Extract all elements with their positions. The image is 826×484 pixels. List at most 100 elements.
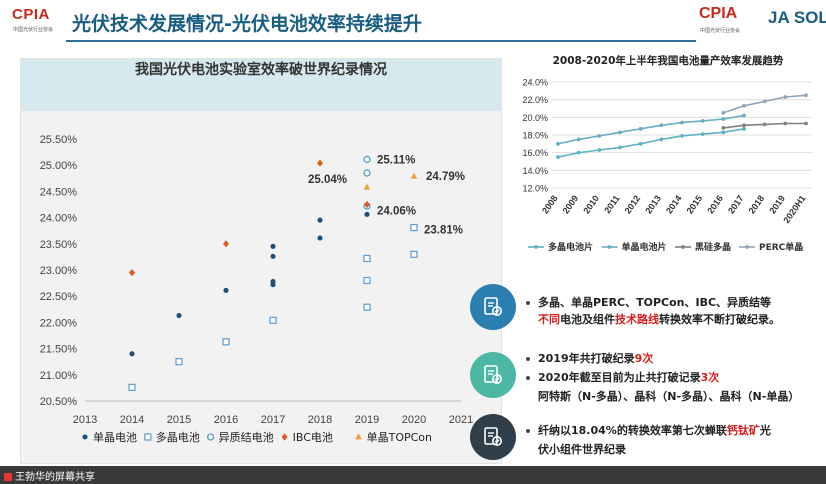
key-points: 多晶、单晶PERC、TOPCon、IBC、异质结等 不同电池及组件技术路线转换效率… — [470, 282, 826, 472]
series-point — [659, 137, 664, 142]
data-point — [363, 276, 371, 285]
bullet-icon-3 — [470, 414, 516, 460]
y-tick-label: 25.50% — [40, 134, 78, 146]
document-check-icon — [484, 297, 502, 316]
legend-label: 异质结电池 — [219, 431, 274, 444]
screen-share-text: 王勃华的屏幕共享 — [15, 472, 95, 483]
x-tick-label: 2014 — [120, 414, 144, 426]
page-title: 光伏技术发展情况-光伏电池效率持续提升 — [72, 13, 422, 35]
bullet-icon-2 — [470, 352, 516, 398]
x-tick-label: 2010 — [581, 193, 601, 215]
y-tick-label: 16.0% — [522, 148, 548, 158]
y-tick-label: 21.00% — [40, 370, 78, 382]
data-point — [128, 383, 136, 391]
highlight-text: 9次 — [634, 352, 654, 365]
y-tick-label: 12.0% — [522, 184, 548, 194]
series-point — [804, 121, 808, 126]
bullet-text: 电池及组件 — [560, 313, 615, 326]
data-annotation: 24.79% — [426, 171, 465, 183]
y-tick-label: 18.0% — [522, 131, 548, 141]
x-tick-label: 2016 — [214, 414, 238, 426]
data-point — [222, 338, 230, 346]
y-tick-label: 22.50% — [40, 291, 78, 303]
left-title-band — [21, 59, 501, 111]
series-point — [742, 123, 746, 128]
data-point — [176, 313, 182, 319]
y-tick-label: 23.50% — [40, 239, 78, 251]
data-annotation: 25.11% — [377, 154, 415, 166]
highlight-text: 3次 — [700, 371, 720, 384]
line-chart-title: 2008-2020年上半年我国电池量产效率发展趋势 — [553, 54, 784, 67]
x-tick-label: 2018 — [747, 193, 767, 215]
series-point — [742, 126, 746, 131]
bullet-text: 光 — [759, 424, 771, 437]
legend-marker — [144, 433, 152, 441]
series-point — [680, 133, 684, 138]
bullet-line: 伏小组件世界纪录 — [538, 441, 626, 458]
series-line — [557, 114, 745, 145]
left-chart-title: 我国光伏电池实验室效率破世界纪录情况 — [135, 62, 387, 78]
x-tick-label: 2016 — [705, 193, 725, 215]
bullet-text: 转换效率不断打破纪录。 — [659, 313, 780, 326]
lab-efficiency-scatter-chart: 20.50% 21.00% 21.50% 22.00% 22.50% 23.00% 23.5… — [40, 134, 474, 444]
x-tick-label: 2015 — [685, 193, 705, 215]
x-tick-label: 2019 — [355, 414, 379, 426]
legend-label: 单晶TOPCon — [367, 431, 432, 444]
document-check-icon — [484, 365, 502, 384]
series-point — [618, 130, 622, 135]
series-point — [576, 137, 581, 142]
data-point — [363, 169, 371, 177]
data-point — [270, 243, 276, 249]
screen-share-label[interactable]: 王勃华的屏幕共享 — [4, 468, 95, 483]
series-point — [680, 120, 684, 125]
x-tick-label: 2017 — [261, 414, 285, 426]
x-tick-label: 2017 — [726, 193, 746, 215]
legend-label: 单晶电池 — [93, 431, 137, 444]
cpia-logo-right-subtext: 中国光伏行业协会 — [700, 28, 741, 34]
series-point — [742, 113, 746, 118]
data-point — [270, 253, 276, 259]
x-tick-label: 2020 — [402, 414, 426, 426]
y-tick-label: 22.0% — [522, 95, 548, 105]
y-tick-label: 14.0% — [522, 166, 548, 176]
series-point — [597, 133, 602, 138]
x-tick-label: 2021 — [449, 414, 473, 426]
series-point — [576, 150, 581, 155]
legend-marker — [607, 245, 612, 249]
bullet-text: 阿特斯（N-多晶）、晶科（N-多晶）、晶科（N-单晶） — [538, 390, 800, 403]
highlight-text: 不同 — [538, 313, 560, 326]
cpia-logo: CPIA 中国光伏行业协会 — [10, 4, 66, 38]
ja-solar-logo: JA SOLA — [768, 8, 826, 27]
highlight-text: 技术路线 — [615, 313, 659, 326]
series-point — [700, 118, 705, 123]
screen-share-bar: 王勃华的屏幕共享 — [0, 466, 826, 484]
data-point — [269, 316, 277, 324]
legend-marker — [281, 433, 288, 441]
y-tick-label: 24.0% — [522, 78, 548, 88]
legend-marker — [206, 433, 215, 441]
x-tick-label: 2013 — [643, 193, 663, 215]
series-point — [762, 122, 767, 127]
header-divider — [66, 40, 696, 42]
series-point — [659, 123, 664, 128]
data-point — [129, 269, 135, 277]
data-point — [363, 303, 371, 311]
legend-marker — [745, 245, 749, 249]
bullet-dot — [526, 429, 530, 433]
x-tick-label: 2019 — [767, 193, 787, 215]
y-tick-label: 24.50% — [40, 186, 78, 198]
data-point — [223, 287, 229, 293]
legend-marker — [534, 245, 538, 249]
highlight-text: 钙钛矿 — [726, 424, 760, 437]
bullet-line: 阿特斯（N-多晶）、晶科（N-多晶）、晶科（N-单晶） — [538, 388, 799, 405]
screen-share-icon — [4, 473, 12, 481]
cpia-logo-subtext: 中国光伏行业协会 — [13, 27, 54, 33]
legend-marker — [82, 434, 88, 440]
bullet-dot — [526, 301, 530, 305]
data-point — [364, 200, 370, 209]
data-annotation: 23.81% — [424, 225, 463, 237]
legend-marker — [355, 433, 362, 440]
series-point — [721, 111, 726, 115]
legend-label: 多晶电池 — [156, 430, 200, 444]
x-tick-label: 2013 — [73, 414, 97, 426]
